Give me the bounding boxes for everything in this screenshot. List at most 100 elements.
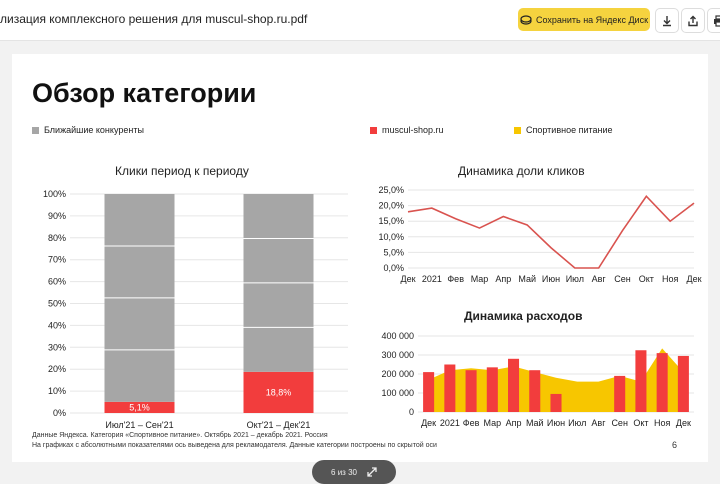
page-pager: 6 из 30: [312, 460, 396, 484]
fullscreen-icon[interactable]: [367, 467, 377, 477]
bar-site: [677, 355, 689, 412]
download-button[interactable]: [655, 8, 679, 33]
legend-swatch-gray: [32, 126, 39, 134]
legend-swatch-yellow: [514, 126, 521, 134]
bar-site: [104, 401, 175, 413]
share-chart-title: Динамика доли кликов: [458, 164, 585, 178]
y-tick-label: 10,0%: [378, 232, 404, 242]
x-tick-label: Фев: [447, 274, 464, 284]
bar-site: [465, 370, 477, 412]
x-tick-label: Дек: [421, 418, 436, 428]
y-tick-label: 70%: [48, 255, 66, 265]
x-tick-label: Дек: [400, 274, 415, 284]
x-tick-label: Сен: [611, 418, 628, 428]
x-tick-label: Фев: [463, 418, 480, 428]
bar-site: [550, 393, 562, 412]
bar-site: [508, 358, 520, 412]
legend-site-label: muscul-shop.ru: [382, 125, 444, 135]
clicks-period-chart: 0% 10% 20% 30% 40% 50% 60% 70% 80% 90% 100% 5,1% Июл…: [43, 189, 348, 430]
spend-dynamics-chart: 0 100 000 200 000 300 000 400 000 Дек 2021 Фев М…: [381, 331, 694, 428]
y-tick-label: 300 000: [381, 350, 414, 360]
x-tick-label: Мар: [484, 418, 502, 428]
y-tick-label: 0,0%: [383, 263, 404, 273]
y-tick-label: 20,0%: [378, 201, 404, 211]
x-tick-label: Июл: [568, 418, 586, 428]
y-tick-label: 0: [409, 407, 414, 417]
viewer-toolbar: лизация комплексного решения для muscul-…: [0, 0, 720, 41]
bar-site: [529, 370, 541, 412]
footnote-axis-note: На графиках с абсолютными показателями о…: [32, 442, 437, 449]
bar-site: [444, 364, 456, 412]
y-tick-label: 0%: [53, 408, 66, 418]
y-tick-label: 90%: [48, 211, 66, 221]
x-tick-label: Апр: [506, 418, 522, 428]
spend-chart-title: Динамика расходов: [464, 309, 583, 323]
legend-swatch-red: [370, 126, 377, 134]
save-to-disk-button[interactable]: Сохранить на Яндекс Диск: [518, 8, 650, 31]
x-tick-label: Ноя: [662, 274, 679, 284]
y-tick-label: 50%: [48, 299, 66, 309]
slide-page: Обзор категории Ближайшие конкуренты mus…: [12, 54, 708, 462]
bar-site: [635, 350, 647, 412]
share-icon: [688, 15, 698, 26]
x-tick-label: Май: [526, 418, 544, 428]
legend-sport-label: Спортивное питание: [526, 125, 613, 135]
y-tick-label: 25,0%: [378, 185, 404, 195]
x-tick-label: 2021: [440, 418, 460, 428]
x-tick-label: Июн: [547, 418, 565, 428]
y-tick-label: 10%: [48, 386, 66, 396]
y-tick-label: 80%: [48, 233, 66, 243]
clicks-chart-title: Клики период к периоду: [115, 164, 249, 178]
bar-site: [614, 375, 626, 412]
data-label: 5,1%: [129, 402, 150, 412]
legend-competitors-label: Ближайшие конкуренты: [44, 125, 144, 135]
document-title: лизация комплексного решения для muscul-…: [0, 12, 308, 26]
y-tick-label: 20%: [48, 364, 66, 374]
footnote-source: Данные Яндекса. Категория «Спортивное пи…: [32, 432, 328, 439]
bar-site: [243, 371, 314, 413]
y-tick-label: 400 000: [381, 331, 414, 341]
x-tick-label: Июн: [542, 274, 560, 284]
x-tick-label: Авг: [591, 418, 606, 428]
page-number: 6: [672, 440, 678, 450]
x-tick-label: Мар: [471, 274, 489, 284]
pager-text: 6 из 30: [331, 467, 357, 477]
bar-site: [656, 353, 668, 412]
print-icon: [714, 14, 720, 27]
line-series-site: [407, 194, 695, 269]
download-icon: [663, 15, 671, 26]
x-tick-label: Сен: [614, 274, 631, 284]
y-tick-label: 100%: [43, 189, 66, 199]
data-label: 18,8%: [266, 387, 292, 397]
print-button[interactable]: [707, 8, 720, 33]
x-tick-label: Ноя: [654, 418, 671, 428]
legend-competitors: Ближайшие конкуренты: [32, 125, 144, 135]
share-button[interactable]: [681, 8, 705, 33]
x-tick-label: Май: [518, 274, 536, 284]
y-tick-label: 200 000: [381, 369, 414, 379]
slide-title: Обзор категории: [32, 78, 257, 108]
x-tick-label: Дек: [686, 274, 701, 284]
x-tick-label: 2021: [422, 274, 442, 284]
y-tick-label: 100 000: [381, 388, 414, 398]
x-tick-label: Июл: [566, 274, 584, 284]
x-tick-label: Июл'21 – Сен'21: [105, 420, 173, 430]
x-tick-label: Апр: [495, 274, 511, 284]
y-tick-label: 30%: [48, 342, 66, 352]
bar-site: [423, 372, 435, 412]
legend-site: muscul-shop.ru: [370, 125, 444, 135]
x-tick-label: Окт'21 – Дек'21: [247, 420, 311, 430]
y-tick-label: 60%: [48, 277, 66, 287]
x-tick-label: Авг: [592, 274, 607, 284]
disk-icon: [520, 14, 532, 25]
x-tick-label: Окт: [639, 274, 654, 284]
bar-site: [486, 367, 498, 412]
click-share-chart: 0,0% 5,0% 10,0% 15,0% 20,0% 25,0% Дек 2021 Фев Ма…: [378, 185, 701, 284]
y-tick-label: 5,0%: [383, 247, 404, 257]
x-tick-label: Дек: [676, 418, 691, 428]
y-tick-label: 40%: [48, 320, 66, 330]
y-tick-label: 15,0%: [378, 216, 404, 226]
x-tick-label: Окт: [633, 418, 648, 428]
legend-sport: Спортивное питание: [514, 125, 613, 135]
save-button-label: Сохранить на Яндекс Диск: [535, 14, 649, 25]
